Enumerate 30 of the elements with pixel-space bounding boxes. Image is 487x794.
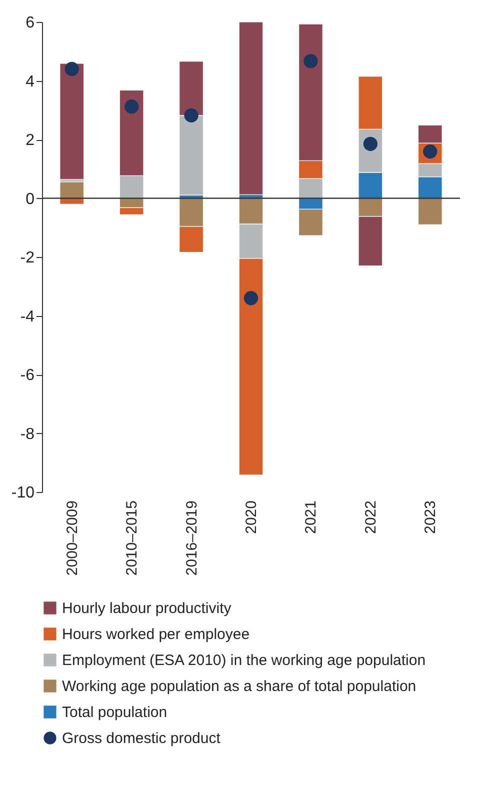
- legend-label: Total population: [62, 704, 168, 721]
- x-tick-label: 2021: [302, 500, 320, 534]
- y-tick-label: -4: [20, 308, 35, 326]
- legend-label: Employment (ESA 2010) in the working age population: [62, 652, 426, 669]
- bar: [60, 63, 84, 180]
- x-tick-label: 2000–2009: [64, 500, 81, 576]
- y-tick-label: -10: [11, 484, 35, 502]
- point: [184, 108, 198, 122]
- point: [304, 54, 318, 68]
- x-tick-label: 2010–2015: [124, 500, 141, 576]
- x-tick-label: 2023: [422, 500, 440, 534]
- y-tick-label: -2: [20, 250, 35, 266]
- x-tick-label: 2022: [362, 500, 380, 534]
- point: [64, 62, 79, 76]
- point: [124, 100, 139, 114]
- x-tick-label: 2016–2019: [183, 500, 200, 576]
- legend-label: Gross domestic product: [62, 730, 222, 747]
- legend-label: Hourly labour productivity: [62, 600, 232, 617]
- x-tick-label: 2020: [243, 500, 260, 534]
- point: [363, 136, 378, 151]
- y-tick-label: -6: [20, 367, 35, 384]
- legend-label: Working age population as a share of total population: [62, 678, 416, 695]
- y-tick-label: 0: [26, 190, 35, 208]
- y-tick-label: -8: [20, 426, 35, 443]
- y-tick-label: 6: [26, 14, 35, 32]
- y-tick-label: 2: [26, 132, 35, 149]
- legend-label: Hours worked per employee: [62, 626, 250, 643]
- y-tick-label: 4: [26, 73, 35, 90]
- bar: [238, 22, 264, 196]
- point: [244, 291, 258, 306]
